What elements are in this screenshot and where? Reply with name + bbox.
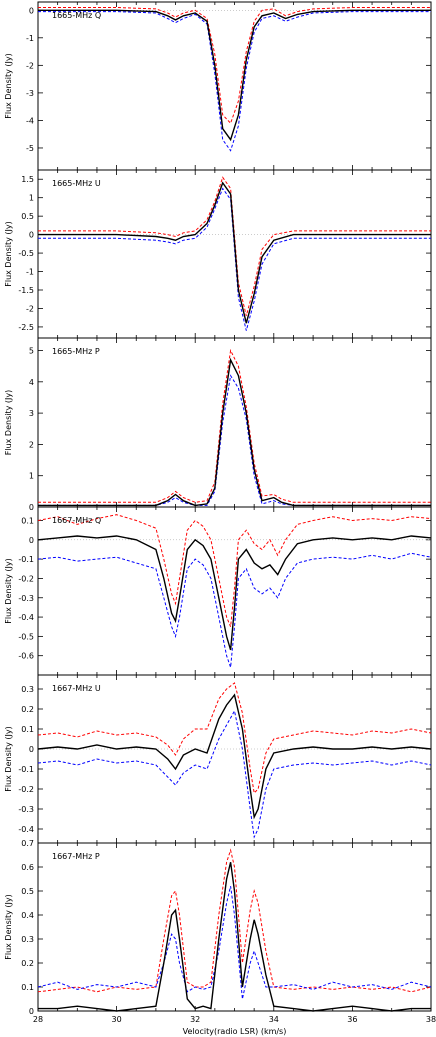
series-lower [37,552,432,668]
y-tick-label: 1.5 [21,175,34,184]
series-mean [38,181,431,324]
panel-label: 1665-MHz P [52,347,100,356]
y-tick-label: 0 [29,503,34,512]
y-axis-label: Flux Density (Jy) [4,53,13,118]
panel-0: 0 -1 -2 -3 -4 -5 1665-MHz Q Flux Density (Jy) [4,1,432,171]
panel-5: 0.7 0.6 0.5 0.4 0.3 0.2 0.1 0 1667-MHz P Flux Den… [4,839,432,1016]
x-tick-label: 34 [269,1015,279,1024]
panel-label: 1665-MHz Q [52,11,101,20]
y-tick-label: -0.6 [18,652,34,661]
panel-label: 1665-MHz U [52,179,101,188]
panel-3: 0.1 0 -0.1 -0.2 -0.3 -0.4 -0.5 -0.6 1667-MHz Q Fl… [4,506,432,676]
x-tick-label: 28 [33,1015,43,1024]
y-tick-label: -0.1 [18,765,34,774]
x-tick-label: 38 [426,1015,436,1024]
y-tick-label: -0.5 [18,632,34,641]
series-mean [37,693,432,820]
panel-1: 1.5 1 0.5 0 -0.5 -1 -1.5 -2 -2.5 1665-MHz U Flux D… [4,169,432,339]
series-upper [37,514,432,627]
y-tick-label: -3 [26,89,34,98]
x-axis-label: Velocity(radio LSR) (km/s) [183,1027,287,1036]
panel-frame [37,337,432,508]
panel-frame [37,506,432,676]
panel-label: 1667-MHz U [52,684,101,693]
y-tick-label: -4 [26,116,34,125]
y-tick-label: 0.5 [21,212,34,221]
y-tick-label: 0.1 [21,983,34,992]
y-axis-label: Flux Density (Jy) [4,558,13,623]
y-axis-label: Flux Density (Jy) [4,221,13,286]
y-tick-label: -2.5 [18,323,34,332]
series-lower [38,187,431,331]
y-tick-label: 0 [29,231,34,240]
y-tick-label: -1.5 [18,286,34,295]
panel-4: 0.3 0.2 0.1 0 -0.1 -0.2 -0.3 -0.4 1667-MHz U Flux… [4,674,432,844]
y-tick-label: -0.3 [18,805,34,814]
y-axis-label: Flux Density (Jy) [4,894,13,959]
y-tick-label: 5 [29,347,34,356]
y-tick-label: 1 [29,472,34,481]
x-tick-label: 36 [347,1015,357,1024]
y-tick-label: 2 [29,440,34,449]
y-tick-label: -0.5 [18,249,34,258]
y-tick-label: 0.3 [21,685,34,694]
panel-frame [37,169,432,339]
series-lower [38,374,431,506]
y-tick-label: 0.5 [21,887,34,896]
y-tick-label: 1 [29,194,34,203]
y-tick-label: 0 [29,1007,34,1016]
series-upper [37,682,432,795]
y-tick-label: 3 [29,409,34,418]
y-tick-label: -0.4 [18,613,34,622]
series-upper [38,7,431,125]
y-tick-label: 0.4 [21,911,34,920]
series-mean [37,535,432,651]
series-mean [38,862,431,1012]
series-lower [38,11,431,152]
y-tick-label: 0.2 [21,959,34,968]
y-tick-label: -2 [26,61,34,70]
y-tick-label: -1 [26,268,34,277]
series-upper [38,176,431,316]
y-tick-label: 0.3 [21,935,34,944]
y-axis-label: Flux Density (Jy) [4,726,13,791]
y-tick-label: 0 [29,536,34,545]
y-tick-label: 0.6 [21,863,34,872]
panel-frame [37,1,432,171]
series-upper [38,348,431,503]
y-tick-label: 0.1 [21,725,34,734]
series-lower [37,709,432,839]
y-tick-label: -0.2 [18,574,34,583]
y-tick-label: -0.2 [18,785,34,794]
panel-2: 5 4 3 2 1 0 1665-MHz P Flux Density (Jy) [4,337,432,512]
y-tick-label: 0.2 [21,705,34,714]
panel-frame [37,842,432,1012]
y-tick-label: 0 [29,745,34,754]
series-mean [38,9,431,142]
y-tick-label: 0.7 [21,839,34,848]
series-lower [37,886,432,1000]
y-tick-label: -2 [26,304,34,313]
panel-label: 1667-MHz P [52,852,100,861]
y-tick-label: -5 [26,144,34,153]
y-tick-label: 4 [29,378,34,387]
x-tick-label: 32 [190,1015,200,1024]
y-tick-label: 0.1 [21,517,34,526]
x-tick-label: 30 [112,1015,122,1024]
y-tick-label: -0.4 [18,825,34,834]
series-upper [37,848,432,993]
y-tick-label: 0 [29,6,34,15]
panel-label: 1667-MHz Q [52,516,101,525]
y-tick-label: -1 [26,34,34,43]
y-tick-label: -0.1 [18,555,34,564]
y-tick-label: -0.3 [18,594,34,603]
series-mean [38,357,431,507]
y-axis-label: Flux Density (Jy) [4,390,13,455]
